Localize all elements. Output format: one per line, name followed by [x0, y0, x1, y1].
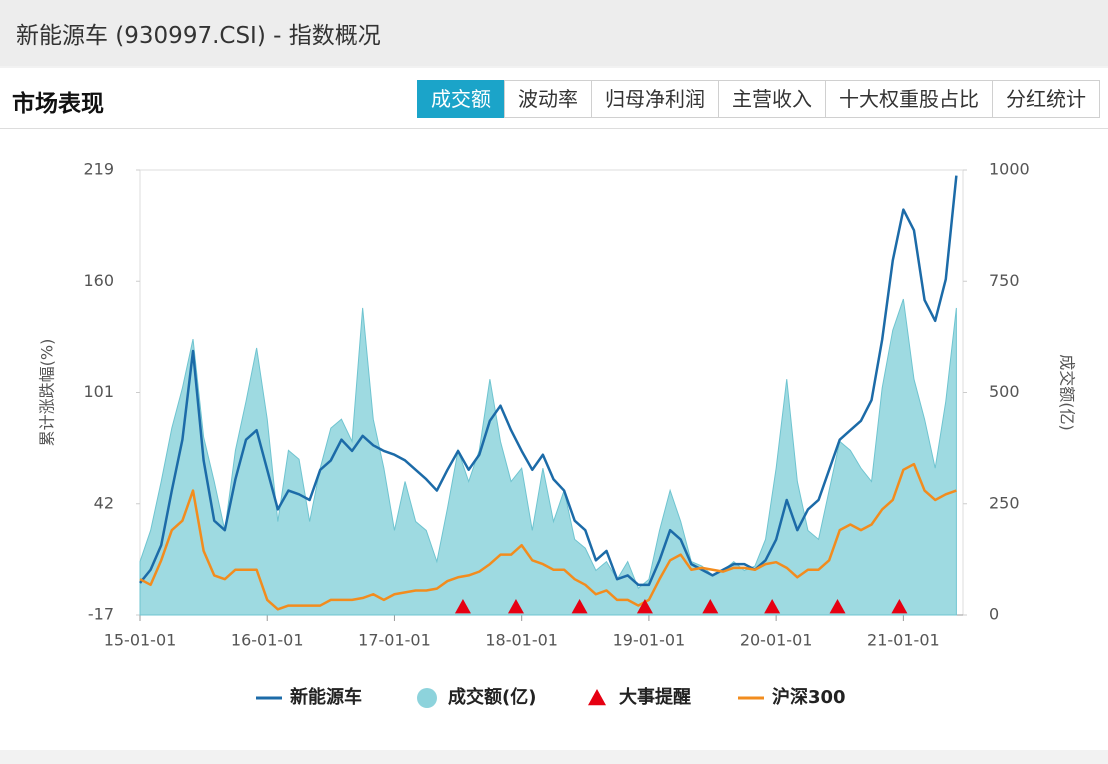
- event-marker: [454, 599, 471, 614]
- y2-tick-label: 1000: [989, 160, 1030, 179]
- y2-tick-label: 0: [989, 605, 999, 624]
- tab-bar: 成交额 波动率 归母净利润 主营收入 十大权重股占比 分红统计: [417, 80, 1100, 118]
- legend-swatch: [417, 688, 437, 708]
- section-title: 市场表现: [12, 91, 104, 117]
- x-tick-label: 21-01-01: [867, 631, 940, 650]
- series-line: [139, 462, 957, 611]
- y2-tick-label: 500: [989, 382, 1020, 401]
- page-title: 新能源车 (930997.CSI) - 指数概况: [16, 23, 381, 49]
- legend-label: 大事提醒: [619, 686, 691, 708]
- legend-label: 沪深300: [772, 686, 846, 708]
- divider: [0, 128, 1108, 129]
- y-tick-label: -17: [88, 605, 114, 624]
- tab[interactable]: 成交额: [417, 80, 505, 118]
- tab[interactable]: 分红统计: [992, 80, 1100, 118]
- y-tick-label: 101: [83, 382, 114, 401]
- legend: 新能源车 成交额(亿) 大事提醒 沪深300: [256, 686, 846, 708]
- legend-label: 成交额(亿): [448, 686, 536, 708]
- x-tick-label: 16-01-01: [231, 631, 304, 650]
- y2-tick-label: 250: [989, 493, 1020, 512]
- event-marker: [507, 599, 524, 614]
- x-tick-label: 19-01-01: [613, 631, 686, 650]
- x-tick-label: 20-01-01: [740, 631, 813, 650]
- tab[interactable]: 主营收入: [718, 80, 826, 118]
- legend-swatch: [588, 689, 606, 706]
- tab[interactable]: 十大权重股占比: [825, 80, 993, 118]
- header: 新能源车 (930997.CSI) - 指数概况: [0, 0, 1108, 66]
- x-tick-label: 18-01-01: [485, 631, 558, 650]
- x-tick-label: 15-01-01: [104, 631, 177, 650]
- event-marker: [571, 599, 588, 614]
- y2-tick-label: 750: [989, 271, 1020, 290]
- y-tick-label: 160: [83, 271, 114, 290]
- y2-axis-label: 成交额(亿): [1058, 354, 1077, 431]
- series-line: [139, 175, 958, 587]
- legend-label: 新能源车: [290, 686, 362, 708]
- y-tick-label: 219: [83, 160, 114, 179]
- event-marker: [764, 599, 781, 614]
- y-tick-label: 42: [94, 493, 114, 512]
- event-marker: [891, 599, 908, 614]
- event-marker: [702, 599, 719, 614]
- tab[interactable]: 归母净利润: [591, 80, 719, 118]
- y-axis-label: 累计涨跌幅(%): [38, 339, 57, 447]
- series-area: [139, 298, 957, 616]
- x-tick-label: 17-01-01: [358, 631, 431, 650]
- event-marker: [636, 599, 653, 614]
- event-marker: [829, 599, 846, 614]
